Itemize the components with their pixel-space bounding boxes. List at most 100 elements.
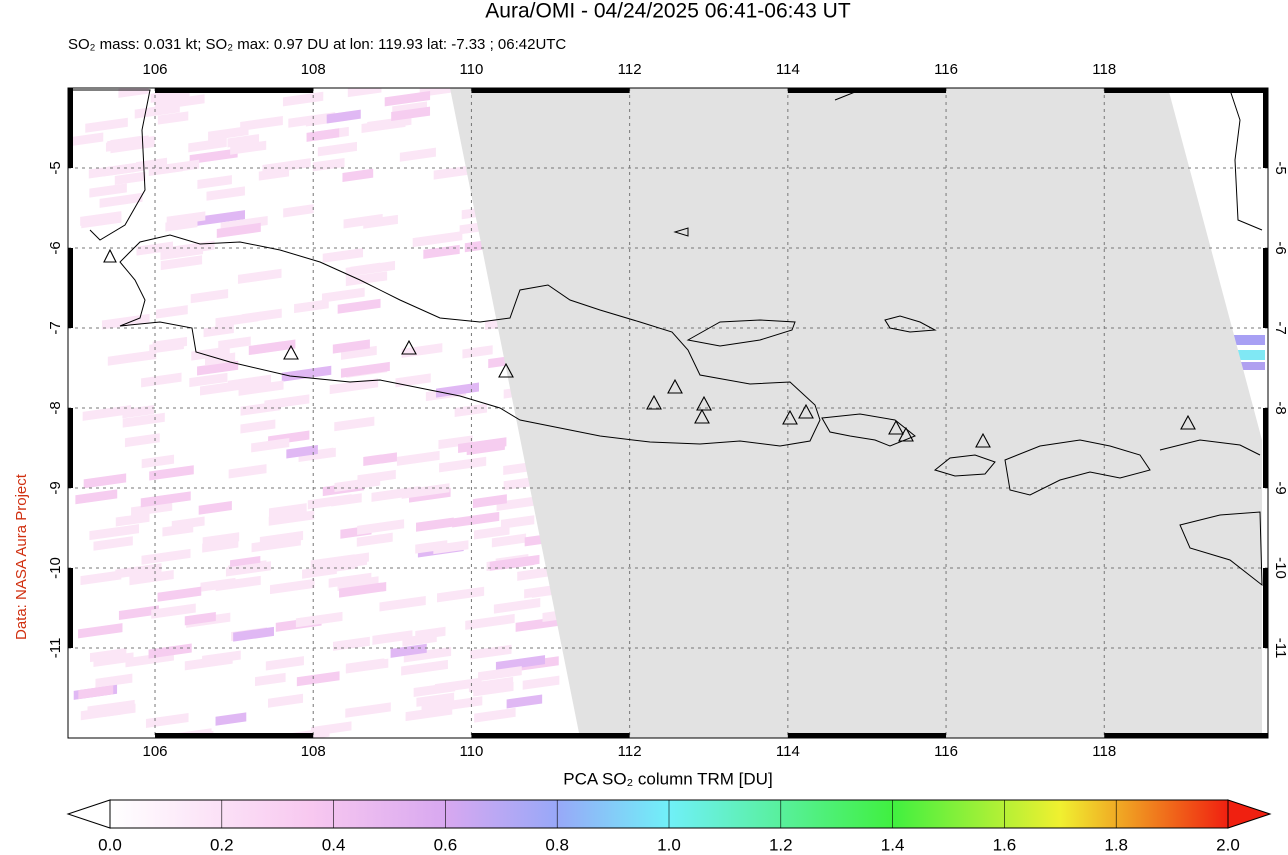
colorbar-tick-label: 1.0 xyxy=(657,835,681,854)
so2-pixel xyxy=(474,707,516,723)
so2-pixel xyxy=(141,548,191,565)
so2-pixel xyxy=(258,167,290,181)
coastline xyxy=(1229,89,1263,231)
swath-gap xyxy=(450,88,1262,738)
so2-pixel xyxy=(195,210,246,227)
coastline xyxy=(686,319,796,347)
so2-pixel xyxy=(468,676,514,693)
frame-bar xyxy=(68,568,73,648)
x-tick-label: 118 xyxy=(1092,61,1116,78)
y-tick-label: -7 xyxy=(1272,321,1288,334)
so2-pixel xyxy=(306,128,340,142)
colorbar-tick-label: 0.6 xyxy=(434,835,458,854)
so2-pixel xyxy=(329,378,379,395)
so2-pixel xyxy=(68,132,104,147)
so2-pixel xyxy=(341,345,377,360)
so2-pixel xyxy=(473,525,510,540)
graticule xyxy=(68,88,1268,738)
y-tick-label: -11 xyxy=(47,638,64,659)
so2-pixel xyxy=(458,437,507,454)
coastline xyxy=(933,454,996,477)
so2-pixel xyxy=(332,636,370,651)
x-tick-label: 106 xyxy=(142,743,167,760)
colorbar-under xyxy=(66,799,111,829)
so2-pixel xyxy=(361,117,406,134)
x-tick-label: 114 xyxy=(776,61,800,78)
so2-pixel xyxy=(148,643,192,659)
so2-pixel xyxy=(202,538,239,553)
so2-pixel xyxy=(198,501,232,515)
so2-pixel xyxy=(184,611,216,626)
so2-pixel xyxy=(478,666,522,682)
so2-pixel xyxy=(151,603,196,619)
so2-pixel xyxy=(160,255,203,271)
y-tick-label: -5 xyxy=(47,161,64,174)
so2-pixel xyxy=(141,454,175,469)
so2-pixel xyxy=(136,241,174,256)
so2-pixel xyxy=(438,435,473,450)
so2-pixel xyxy=(462,345,493,359)
so2-pixel xyxy=(298,447,336,462)
so2-pixels xyxy=(68,88,1265,738)
so2-pixel xyxy=(345,702,391,718)
so2-pixel xyxy=(334,416,375,432)
so2-pixel xyxy=(251,438,290,453)
colorbar-tick-label: 2.0 xyxy=(1216,835,1240,854)
so2-pixel xyxy=(470,644,512,660)
so2-pixel xyxy=(203,323,234,338)
so2-pixel xyxy=(452,511,500,528)
so2-pixel xyxy=(357,519,405,535)
so2-pixel xyxy=(268,693,304,708)
so2-pixel xyxy=(401,659,448,676)
so2-pixel xyxy=(506,694,543,709)
so2-pixel xyxy=(332,339,370,354)
so2-pixel xyxy=(140,491,191,508)
so2-pixel xyxy=(124,433,160,448)
so2-pixel xyxy=(228,464,267,479)
so2-pixel xyxy=(294,299,329,314)
so2-pixel xyxy=(500,515,535,529)
tick-labels: 106 106 108 108 110 110 112 112 114 114 116 116 118 1… xyxy=(47,61,1288,760)
so2-pixel xyxy=(372,630,413,645)
so2-pixel xyxy=(215,312,259,328)
so2-pixel xyxy=(379,595,426,612)
frame-bar xyxy=(471,733,630,738)
so2-pixel xyxy=(345,271,388,287)
so2-pixel xyxy=(89,183,127,198)
so2-pixel xyxy=(152,336,188,351)
x-tick-label: 118 xyxy=(1092,743,1116,760)
coastline xyxy=(1004,439,1151,496)
colorbar-tick-label: 0.2 xyxy=(210,835,234,854)
frame-bar xyxy=(155,733,314,738)
y-tick-label: -9 xyxy=(1272,481,1288,494)
so2-pixel xyxy=(162,523,194,537)
so2-pixel xyxy=(384,90,431,107)
frame-bar xyxy=(787,88,947,93)
so2-pixel xyxy=(437,586,485,603)
so2-pixel xyxy=(78,685,114,700)
so2-pixel xyxy=(415,626,446,641)
so2-pixel xyxy=(331,493,362,507)
so2-pixel xyxy=(283,204,314,218)
map-frame xyxy=(67,87,1269,739)
so2-pixel xyxy=(206,186,245,201)
so2-pixel xyxy=(115,563,162,579)
colorbar-tick-label: 0.0 xyxy=(98,835,122,854)
so2-pixel xyxy=(347,88,382,98)
so2-pixel xyxy=(131,501,173,517)
so2-pixel xyxy=(395,373,431,388)
so2-pixel xyxy=(83,473,127,489)
frame-bar xyxy=(1263,408,1268,488)
so2-pixel xyxy=(326,109,361,124)
so2-pixel xyxy=(322,248,364,263)
so2-pixel xyxy=(472,494,507,509)
so2-pixel xyxy=(237,268,282,284)
so2-pixel xyxy=(80,570,122,586)
so2-pixel xyxy=(114,171,146,186)
so2-pixel xyxy=(493,598,541,614)
so2-pixel xyxy=(101,313,150,330)
so2-pixel xyxy=(339,581,387,598)
colorbar-ticks: 0.0 0.2 0.4 0.6 0.8 1.0 1.2 1.4 1.6 1.8 2.0 xyxy=(98,800,1240,854)
colorbar-over xyxy=(1227,799,1272,829)
so2-pixel xyxy=(238,380,284,396)
